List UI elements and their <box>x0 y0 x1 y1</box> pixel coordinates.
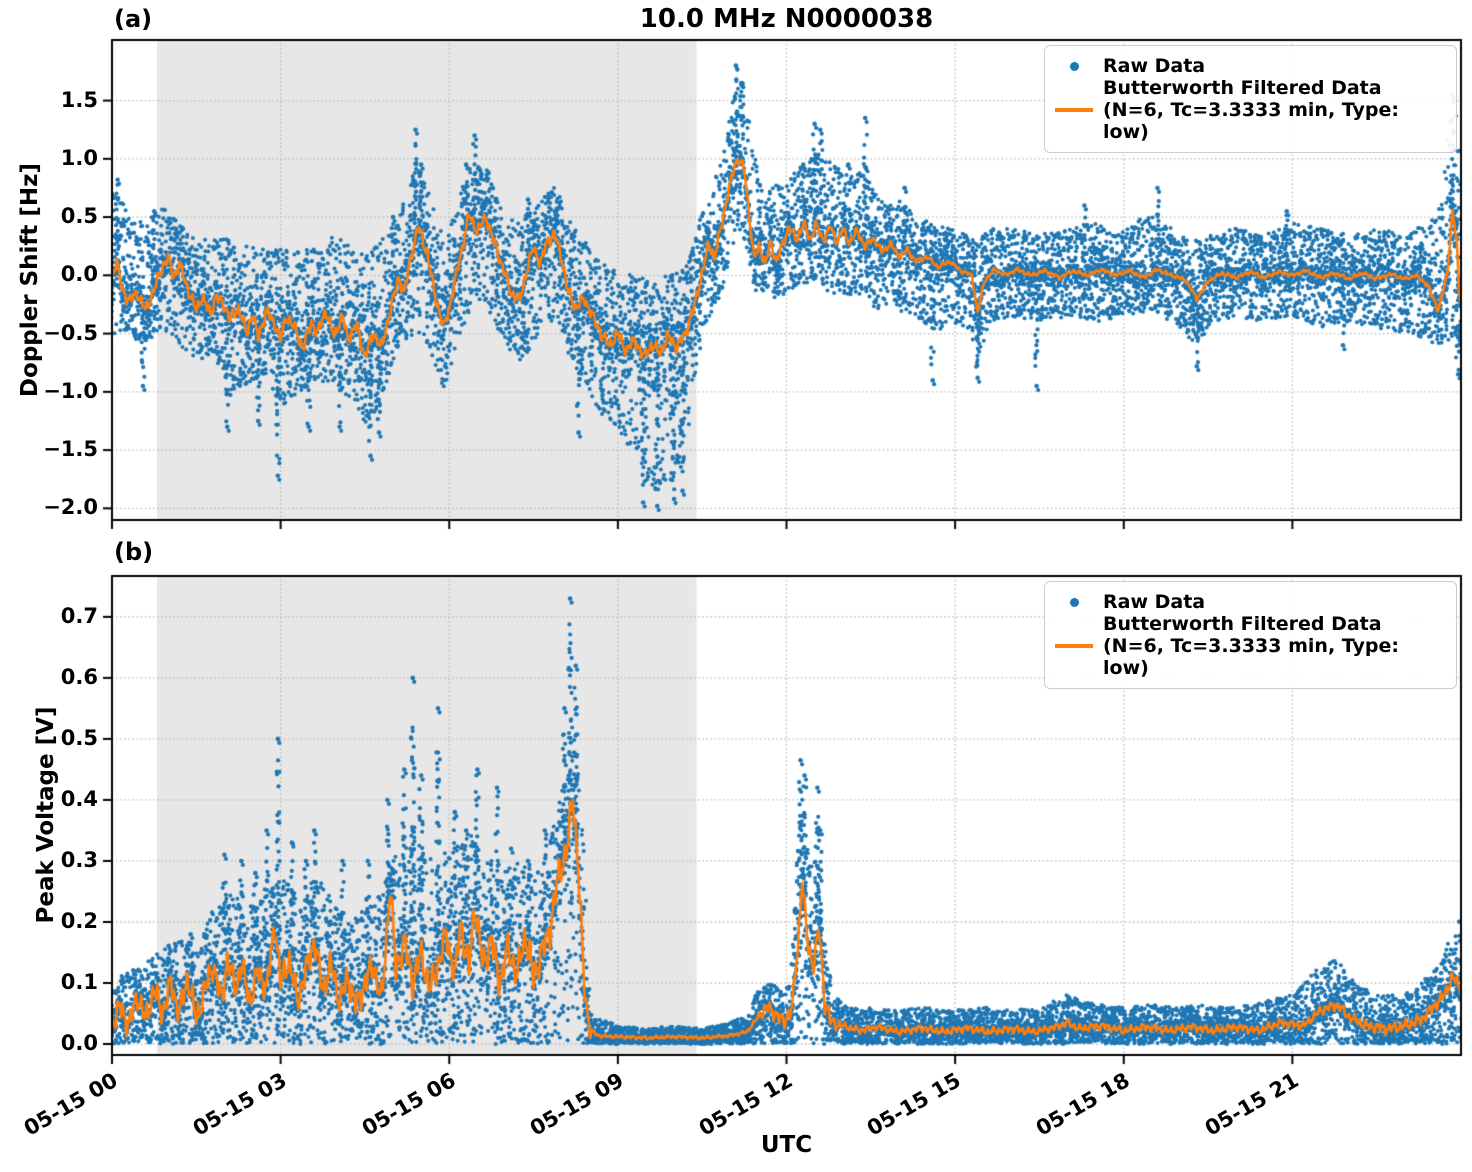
y-tick-label-b: 0.0 <box>60 1031 98 1056</box>
filtered-line-marker-icon <box>1045 108 1103 112</box>
x-axis-label: UTC <box>760 1132 813 1158</box>
y-tick-label-a: −1.0 <box>43 378 98 403</box>
y-tick-label-b: 0.5 <box>60 725 98 750</box>
raw-data-marker-icon <box>1045 61 1103 71</box>
legend-panel-b: Raw Data Butterworth Filtered Data (N=6,… <box>1044 581 1457 689</box>
y-tick-label-a: −2.0 <box>43 495 98 520</box>
panel-a-label: (a) <box>114 5 153 33</box>
y-tick-label-b: 0.4 <box>60 786 98 811</box>
y-axis-label-voltage: Peak Voltage [V] <box>33 706 59 924</box>
legend-entry-raw: Raw Data <box>1045 591 1448 613</box>
y-tick-label-a: −0.5 <box>43 320 98 345</box>
legend-filtered-label: Butterworth Filtered Data (N=6, Tc=3.333… <box>1103 613 1448 679</box>
legend-raw-label: Raw Data <box>1103 591 1206 613</box>
y-tick-label-a: 0.5 <box>60 204 98 229</box>
y-tick-label-a: 0.0 <box>60 262 98 287</box>
legend-raw-label: Raw Data <box>1103 55 1206 77</box>
legend-entry-filtered: Butterworth Filtered Data (N=6, Tc=3.333… <box>1045 613 1448 679</box>
y-tick-label-b: 0.1 <box>60 969 98 994</box>
y-tick-label-a: 1.5 <box>60 87 98 112</box>
y-tick-label-b: 0.2 <box>60 908 98 933</box>
y-tick-label-a: −1.5 <box>43 437 98 462</box>
legend-entry-raw: Raw Data <box>1045 55 1448 77</box>
y-tick-label-a: 1.0 <box>60 145 98 170</box>
filtered-line-marker-icon <box>1045 644 1103 648</box>
legend-filtered-line1: Butterworth Filtered Data <box>1103 613 1382 635</box>
legend-panel-a: Raw Data Butterworth Filtered Data (N=6,… <box>1044 45 1457 153</box>
panel-b-label: (b) <box>114 538 154 566</box>
legend-filtered-line2: (N=6, Tc=3.3333 min, Type: low) <box>1103 635 1399 679</box>
y-tick-label-b: 0.7 <box>60 603 98 628</box>
y-axis-label-doppler: Doppler Shift [Hz] <box>17 162 43 398</box>
figure-title: 10.0 MHz N0000038 <box>639 4 934 34</box>
legend-filtered-line2: (N=6, Tc=3.3333 min, Type: low) <box>1103 99 1399 143</box>
y-tick-label-b: 0.6 <box>60 664 98 689</box>
legend-filtered-label: Butterworth Filtered Data (N=6, Tc=3.333… <box>1103 77 1448 143</box>
raw-data-marker-icon <box>1045 597 1103 607</box>
y-tick-label-b: 0.3 <box>60 847 98 872</box>
legend-filtered-line1: Butterworth Filtered Data <box>1103 77 1382 99</box>
legend-entry-filtered: Butterworth Filtered Data (N=6, Tc=3.333… <box>1045 77 1448 143</box>
